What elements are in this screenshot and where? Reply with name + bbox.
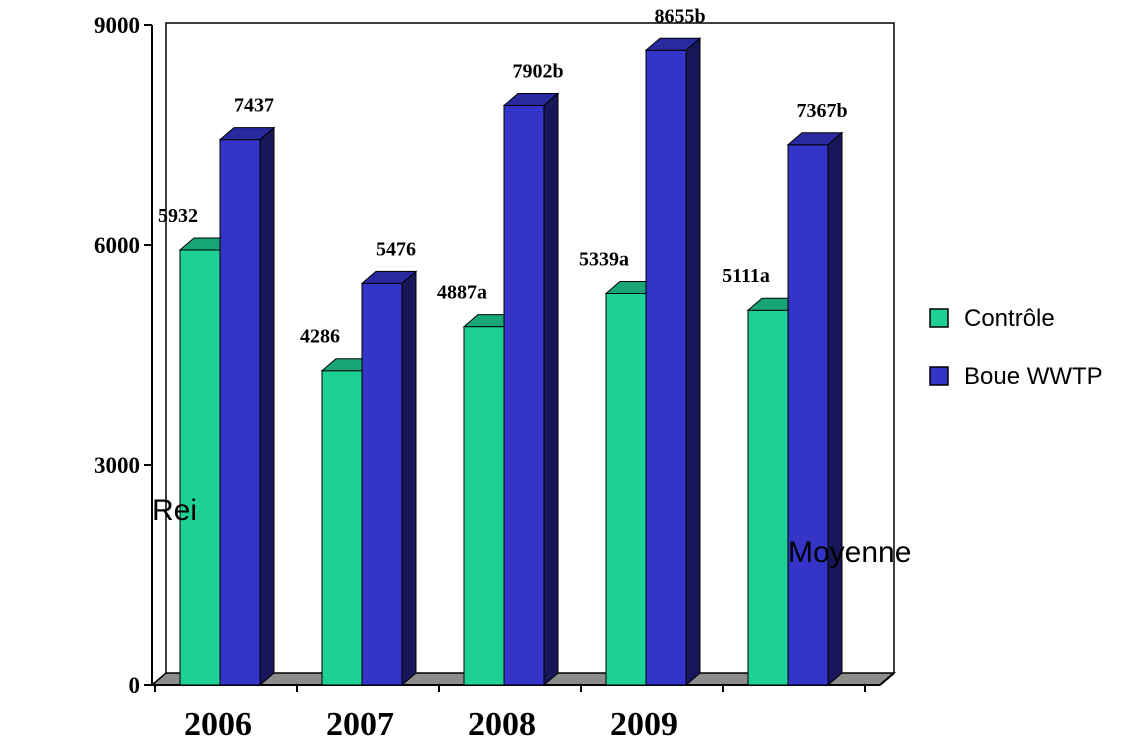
bar-controle-front (321, 370, 363, 686)
bar-boue-front (503, 105, 545, 686)
data-label: 7902b (512, 61, 563, 83)
bar-controle-front (179, 249, 221, 686)
x-tick-label: 2006 (184, 706, 252, 743)
bar-boue-front (361, 282, 403, 686)
data-label: 5339a (579, 248, 629, 270)
x-tick-label: 2008 (468, 706, 536, 743)
bar-boue-side (259, 126, 275, 687)
bar-controle-front (747, 309, 789, 686)
data-labels: 5932 7437 4286 5476 4887a 7902b 5339a 8655b 5111… (158, 5, 848, 347)
bar-controle-front (605, 292, 647, 686)
y-tick-label: 3000 (94, 453, 140, 478)
bar-boue (786, 131, 844, 687)
legend-swatch (929, 308, 949, 328)
y-tick-label: 9000 (94, 13, 140, 38)
bar-boue-front (219, 139, 261, 686)
bar-boue-side (401, 270, 417, 687)
data-label: 5476 (376, 238, 416, 260)
data-label: 8655b (654, 5, 705, 27)
legend: Contrôle Boue WWTP (929, 305, 1103, 390)
bar-boue (360, 270, 418, 687)
bar-boue-side (685, 37, 701, 687)
data-label: 5932 (158, 205, 198, 227)
bar-controle-front (463, 326, 505, 686)
bar-boue-side (827, 131, 843, 687)
bar-boue (218, 126, 276, 687)
x-axis-end (879, 672, 895, 686)
bar-boue-front (645, 49, 687, 686)
legend-label: Contrôle (964, 305, 1055, 332)
data-label: 4286 (300, 326, 340, 348)
bar-boue (644, 37, 702, 687)
x-tick-label: 2007 (326, 706, 394, 743)
overlay-text-right: Moyenne (788, 536, 911, 569)
axes: 0 3000 6000 9000 2006 2007 2008 2009 (94, 13, 895, 743)
data-label: 4887a (437, 282, 487, 304)
bars (178, 37, 844, 687)
legend-swatch (929, 366, 949, 386)
data-label: 7437 (234, 95, 274, 117)
bar-boue-side (543, 92, 559, 687)
bar-boue (502, 92, 560, 687)
overlay-text-left: Rei (152, 494, 197, 527)
x-tick-label: 2009 (610, 706, 678, 743)
y-tick-label: 0 (129, 673, 141, 698)
data-label: 5111a (722, 265, 770, 287)
bar-boue-front (787, 144, 829, 686)
back-wall (165, 22, 895, 673)
data-label: 7367b (796, 100, 847, 122)
y-tick-label: 6000 (94, 233, 140, 258)
legend-label: Boue WWTP (964, 363, 1103, 390)
